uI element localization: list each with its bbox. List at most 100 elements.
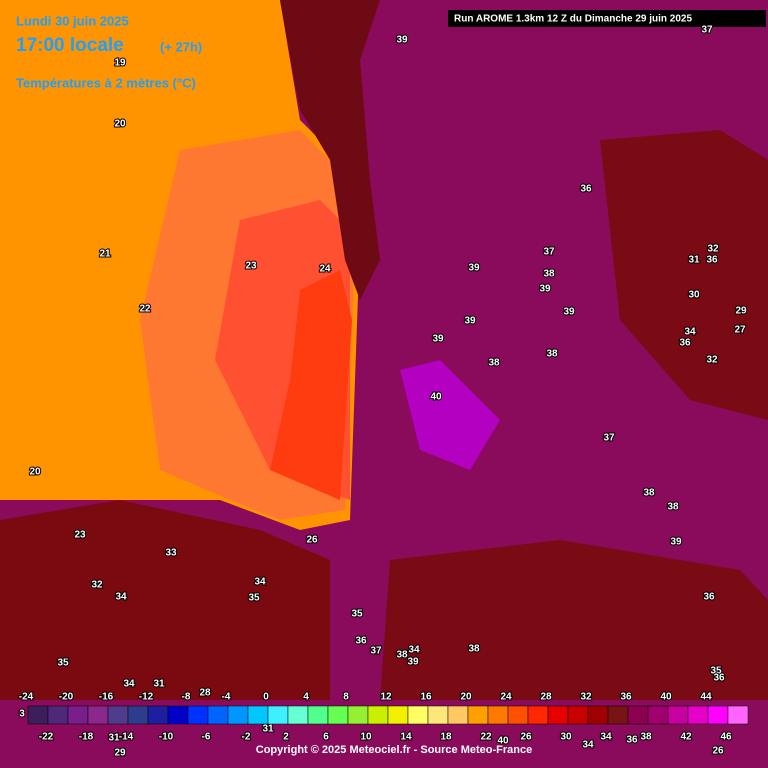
temp-label: 21 xyxy=(99,249,111,260)
temp-label: 26 xyxy=(306,535,318,546)
scale-swatch xyxy=(327,705,349,725)
temp-label: 28 xyxy=(199,688,211,699)
temp-label: 36 xyxy=(713,673,725,684)
scale-label: -16 xyxy=(99,692,114,703)
temp-label: 38 xyxy=(643,488,655,499)
temp-label: 20 xyxy=(114,119,126,130)
scale-label: 44 xyxy=(700,692,712,703)
temp-label: 34 xyxy=(123,679,135,690)
scale-label: -24 xyxy=(19,692,34,703)
scale-swatch xyxy=(27,705,49,725)
temp-label: 37 xyxy=(701,25,713,36)
copyright: Copyright © 2025 Meteociel.fr - Source M… xyxy=(256,744,532,756)
massif-central xyxy=(600,130,768,420)
temp-label: 39 xyxy=(539,284,551,295)
temp-label: 22 xyxy=(139,304,151,315)
pyrenees-east xyxy=(380,540,768,700)
scale-swatch xyxy=(427,705,449,725)
scale-swatch xyxy=(67,705,89,725)
scale-label: 30 xyxy=(560,732,572,743)
temp-label: 31 xyxy=(153,679,165,690)
temp-label: 32 xyxy=(707,244,719,255)
temp-label: 34 xyxy=(684,327,696,338)
scale-swatch xyxy=(127,705,149,725)
scale-min: 3 xyxy=(19,709,25,720)
temp-label: 26 xyxy=(712,746,724,757)
temp-label: 38 xyxy=(546,349,558,360)
temp-label: 36 xyxy=(580,184,592,195)
temp-label: 31 xyxy=(262,724,274,735)
temp-label: 39 xyxy=(563,307,575,318)
temp-label: 38 xyxy=(396,650,408,661)
temp-label: 30 xyxy=(688,290,700,301)
temp-label: 39 xyxy=(468,263,480,274)
temp-label: 29 xyxy=(114,748,126,759)
scale-swatch xyxy=(307,705,329,725)
scale-label: 20 xyxy=(460,692,472,703)
scale-swatch xyxy=(627,705,649,725)
temp-label: 23 xyxy=(245,261,257,272)
scale-label: 22 xyxy=(480,732,492,743)
scale-label: 38 xyxy=(640,732,652,743)
scale-label: 12 xyxy=(380,692,392,703)
scale-swatch xyxy=(447,705,469,725)
scale-swatch xyxy=(467,705,489,725)
temp-label: 34 xyxy=(254,577,266,588)
scale-swatch xyxy=(727,705,749,725)
temp-label: 23 xyxy=(74,530,86,541)
hot-zone xyxy=(400,360,500,470)
scale-swatch xyxy=(347,705,369,725)
scale-swatch xyxy=(47,705,69,725)
scale-swatch xyxy=(527,705,549,725)
scale-label: -14 xyxy=(119,732,134,743)
temp-label: 39 xyxy=(396,35,408,46)
scale-swatch xyxy=(187,705,209,725)
scale-swatch xyxy=(107,705,129,725)
scale-swatch xyxy=(87,705,109,725)
scale-label: -20 xyxy=(59,692,74,703)
scale-swatch xyxy=(387,705,409,725)
scale-label: -12 xyxy=(139,692,154,703)
temp-label: 36 xyxy=(706,255,718,266)
scale-label: 6 xyxy=(323,732,329,743)
temp-label: 19 xyxy=(114,58,126,69)
scale-label: 4 xyxy=(303,692,309,703)
temp-label: 40 xyxy=(430,392,442,403)
scale-swatch xyxy=(507,705,529,725)
scale-swatch xyxy=(667,705,689,725)
run-box xyxy=(448,10,766,27)
scale-label: 10 xyxy=(360,732,372,743)
pyrenees-west xyxy=(0,500,330,700)
date: Lundi 30 juin 2025 xyxy=(16,13,129,28)
temp-label: 35 xyxy=(710,666,722,677)
time: 17:00 locale xyxy=(16,35,124,56)
temp-label: 40 xyxy=(497,736,509,747)
temp-label: 36 xyxy=(355,636,367,647)
scale-label: 14 xyxy=(400,732,412,743)
scale-label: -8 xyxy=(182,692,191,703)
scale-label: -4 xyxy=(222,692,231,703)
scale-label: 18 xyxy=(440,732,452,743)
scale-label: -6 xyxy=(202,732,211,743)
temp-label: 38 xyxy=(543,269,555,280)
temp-label: 39 xyxy=(464,316,476,327)
temp-label: 39 xyxy=(670,537,682,548)
scale-swatch xyxy=(407,705,429,725)
scale-label: 34 xyxy=(600,732,612,743)
scale-label: -2 xyxy=(242,732,251,743)
scale-label: 26 xyxy=(520,732,532,743)
scale-swatch xyxy=(567,705,589,725)
temp-label: 38 xyxy=(488,358,500,369)
scale-swatch xyxy=(247,705,269,725)
scale-label: 32 xyxy=(580,692,592,703)
scale-swatch xyxy=(687,705,709,725)
temp-label: 37 xyxy=(543,247,555,258)
coast xyxy=(280,0,380,300)
temp-label: 35 xyxy=(57,658,69,669)
scale-label: 2 xyxy=(283,732,289,743)
run: Run AROME 1.3km 12 Z du Dimanche 29 juin… xyxy=(454,14,692,25)
scale-label: 36 xyxy=(620,692,632,703)
scale-swatch xyxy=(587,705,609,725)
scale-swatch xyxy=(607,705,629,725)
